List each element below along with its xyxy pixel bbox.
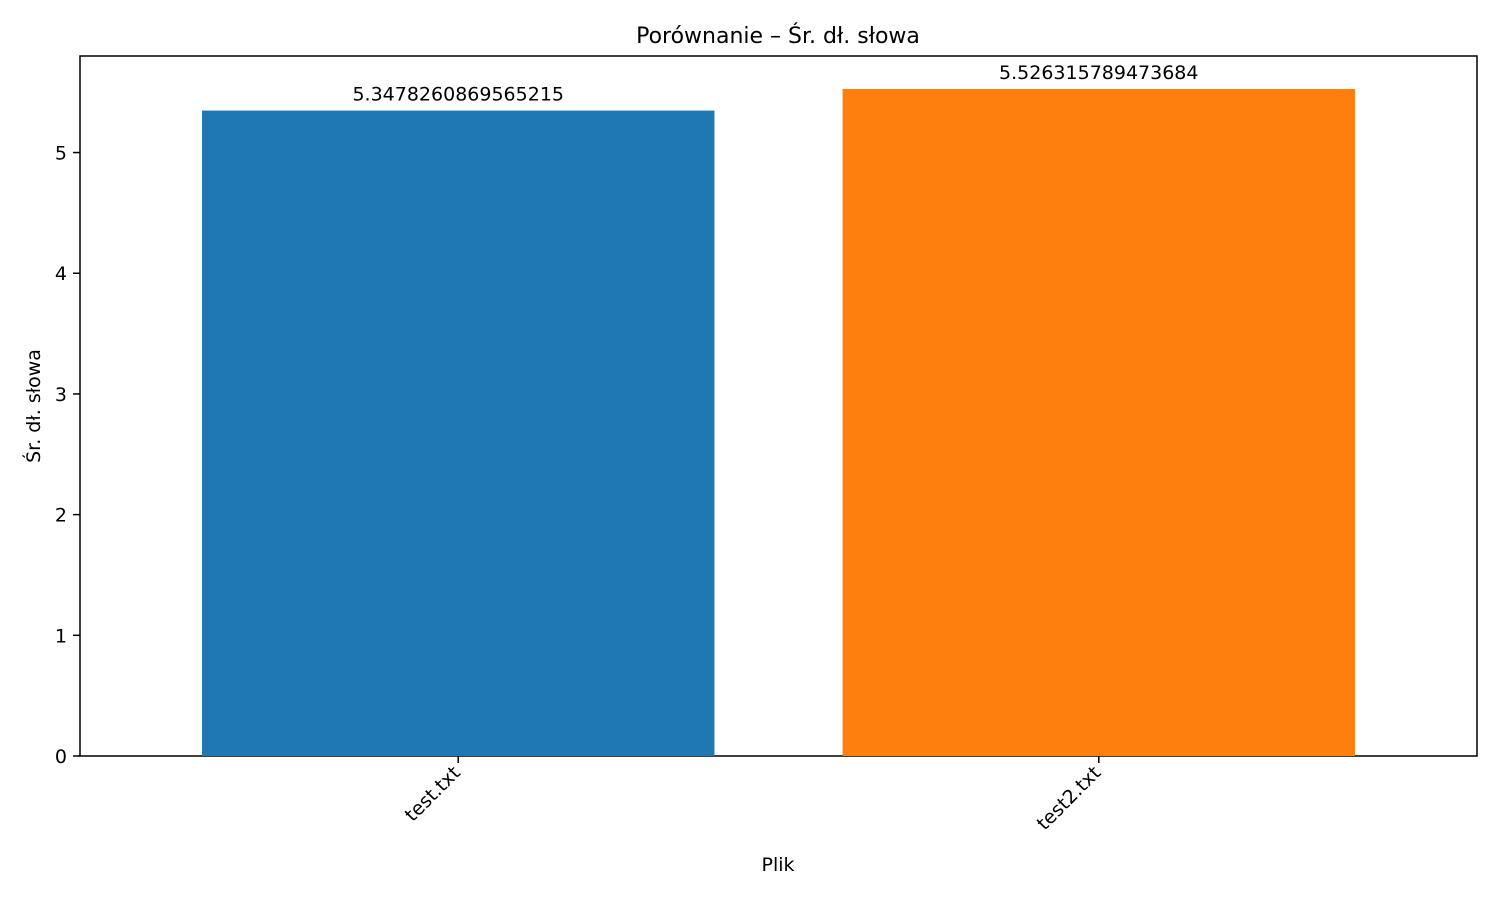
bars-group [202, 89, 1355, 757]
y-tick-label: 4 [55, 263, 67, 285]
y-axis-label: Śr. dł. słowa [21, 349, 45, 463]
value-labels-group: 5.3478260869565215 5.526315789473684 [352, 62, 1198, 106]
bar-value-label: 5.3478260869565215 [352, 84, 564, 106]
y-tick-label: 1 [55, 625, 67, 647]
bar-test2-txt [842, 89, 1355, 756]
x-axis: test.txt test2.txt [401, 756, 1106, 835]
x-tick-label: test.txt [401, 762, 465, 826]
plot-area [79, 55, 1478, 757]
bar-value-label: 5.526315789473684 [999, 62, 1198, 84]
y-tick-label: 2 [55, 505, 67, 527]
y-axis: 0 1 2 3 4 5 [55, 143, 80, 768]
y-tick-label: 0 [55, 746, 67, 768]
x-axis-label: Plik [761, 854, 794, 876]
x-tick-label: test2.txt [1033, 762, 1106, 835]
plot-frame [79, 55, 1478, 757]
bar-test-txt [202, 110, 715, 757]
y-tick-label: 5 [55, 143, 67, 165]
y-tick-label: 3 [55, 384, 67, 406]
chart-title: Porównanie – Śr. dł. słowa [636, 23, 920, 49]
